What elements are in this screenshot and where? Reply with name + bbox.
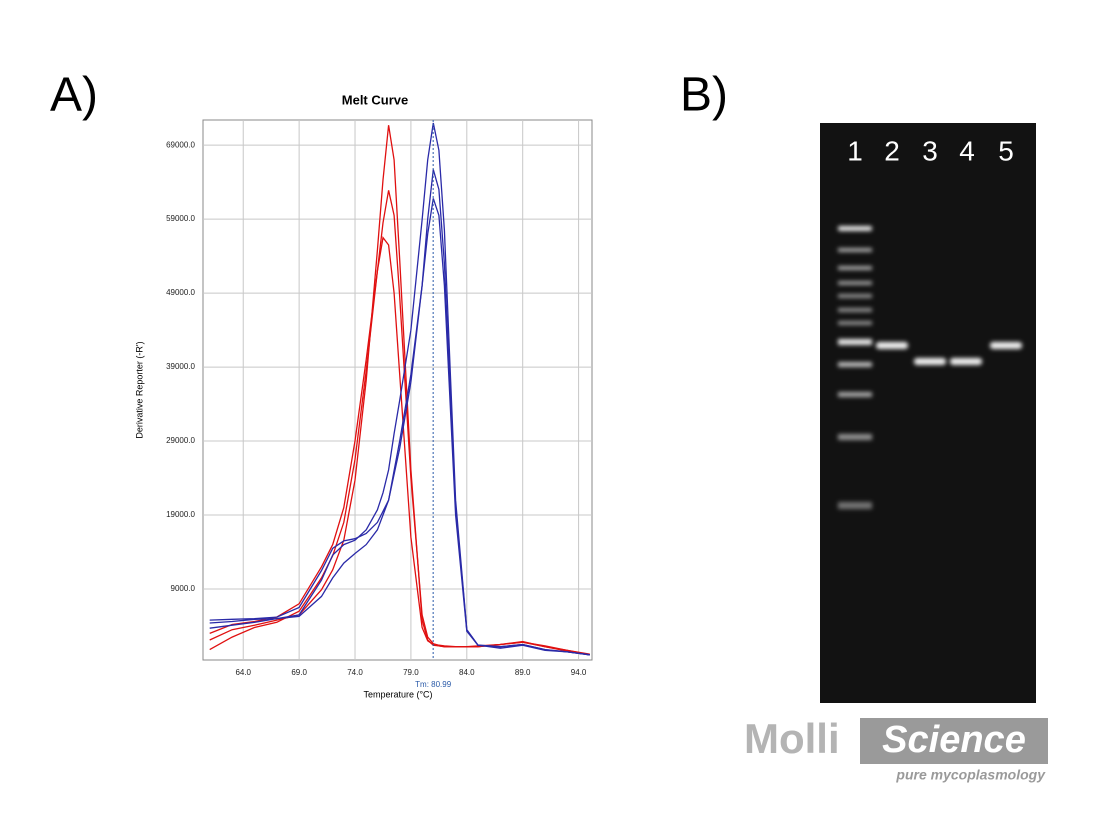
panel-label: B) bbox=[680, 69, 728, 122]
tm-label: Tm: 80.99 bbox=[415, 680, 452, 689]
x-tick-label: 64.0 bbox=[235, 668, 251, 677]
logo: Molli Science pure mycoplasmology bbox=[744, 715, 1048, 783]
gel-background bbox=[820, 123, 1036, 703]
x-tick-label: 69.0 bbox=[291, 668, 307, 677]
lane-label: 4 bbox=[959, 135, 975, 166]
x-tick-label: 79.0 bbox=[403, 668, 419, 677]
lane-label: 5 bbox=[998, 135, 1014, 166]
x-tick-label: 74.0 bbox=[347, 668, 363, 677]
logo-tagline: pure mycoplasmology bbox=[895, 767, 1046, 783]
panel-label: A) bbox=[50, 69, 98, 122]
x-tick-label: 84.0 bbox=[459, 668, 475, 677]
ladder bbox=[838, 226, 872, 509]
plot-background bbox=[202, 119, 593, 661]
x-tick-label: 89.0 bbox=[515, 668, 531, 677]
x-tick-label: 94.0 bbox=[571, 668, 587, 677]
y-tick-label: 49000.0 bbox=[166, 288, 195, 297]
y-tick-label: 29000.0 bbox=[166, 436, 195, 445]
x-axis-label: Temperature (°C) bbox=[363, 689, 432, 699]
logo-box bbox=[860, 718, 1048, 764]
y-axis-label: Derivative Reporter (-R') bbox=[134, 341, 144, 438]
y-tick-label: 19000.0 bbox=[166, 510, 195, 519]
lane-label: 1 bbox=[847, 135, 863, 166]
logo-brand: Science bbox=[882, 719, 1026, 761]
y-tick-label: 59000.0 bbox=[166, 214, 195, 223]
y-tick-label: 9000.0 bbox=[171, 584, 196, 593]
logo-brand: Molli bbox=[744, 715, 840, 762]
sample-bands bbox=[876, 342, 1022, 365]
plot-area: 64.0 69.0 74.0 79.0 84.0 89.0 94.0 9000.0 19000.… bbox=[166, 119, 593, 689]
melt-curve bbox=[209, 198, 590, 656]
chart-title: Melt Curve bbox=[342, 92, 408, 107]
y-tick-label: 39000.0 bbox=[166, 362, 195, 371]
lane-label: 3 bbox=[922, 135, 938, 166]
y-tick-label: 69000.0 bbox=[166, 140, 195, 149]
lane-label: 2 bbox=[884, 135, 900, 166]
